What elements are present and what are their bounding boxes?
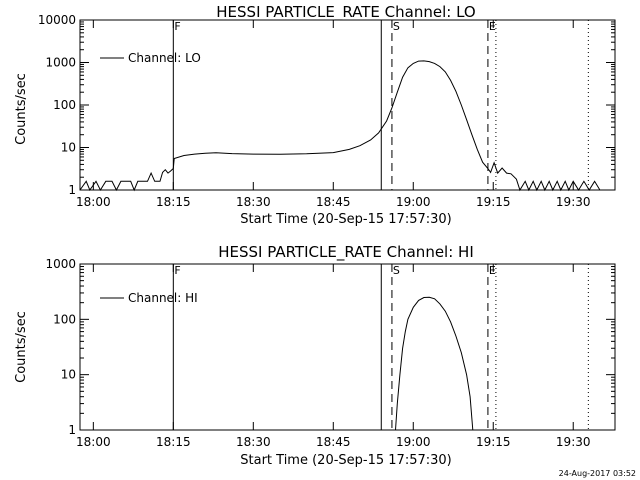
- y-tick-label: 100: [53, 312, 76, 326]
- x-tick-label: 18:15: [156, 435, 191, 449]
- series-line: [395, 296, 474, 431]
- plot-frame: [79, 263, 616, 431]
- marker-label: S: [393, 20, 400, 33]
- x-tick-label: 18:30: [236, 195, 271, 209]
- y-tick-label: 10: [61, 368, 76, 382]
- marker-label: S: [393, 264, 400, 277]
- y-axis-label: Counts/sec: [14, 73, 29, 145]
- chart-title: HESSI PARTICLE_RATE Channel: HI: [218, 243, 474, 262]
- x-tick-label: 18:15: [156, 195, 191, 209]
- data-series: [395, 296, 474, 431]
- x-axis-label: Start Time (20-Sep-15 17:57:30): [240, 453, 451, 468]
- panel-lo: HESSI PARTICLE_RATE Channel: LO Counts/s…: [14, 3, 616, 227]
- legend: Channel: LO: [100, 51, 201, 65]
- x-tick-label: 19:00: [396, 435, 431, 449]
- x-tick-label: 18:30: [236, 435, 271, 449]
- y-tick-label: 10: [61, 141, 76, 155]
- chart-title: HESSI PARTICLE_RATE Channel: LO: [216, 3, 475, 22]
- plot-frame: [79, 19, 616, 191]
- series-line: [79, 60, 601, 192]
- marker-label: E: [489, 264, 496, 277]
- legend: Channel: HI: [100, 291, 198, 305]
- y-tick-label: 1000: [45, 56, 76, 70]
- legend-label: Channel: HI: [128, 291, 198, 305]
- x-tick-label: 18:00: [76, 435, 111, 449]
- data-series: [79, 60, 601, 192]
- y-tick-label: 1: [68, 423, 76, 437]
- footer-timestamp: 24-Aug-2017 03:52: [559, 469, 636, 478]
- axis-ticks: 18:00 18:15 18:30 18:45 19:00 19:15 19:30 1 10 10…: [45, 257, 615, 449]
- y-tick-label: 100: [53, 98, 76, 112]
- x-tick-label: 19:30: [556, 435, 591, 449]
- x-tick-label: 19:15: [476, 195, 511, 209]
- y-tick-label: 1: [68, 183, 76, 197]
- marker-label: F: [174, 264, 180, 277]
- x-tick-label: 18:45: [316, 435, 351, 449]
- y-tick-label: 10000: [38, 13, 76, 27]
- x-tick-label: 18:45: [316, 195, 351, 209]
- legend-label: Channel: LO: [128, 51, 201, 65]
- y-axis-label: Counts/sec: [14, 311, 29, 383]
- x-tick-label: 19:00: [396, 195, 431, 209]
- x-axis-label: Start Time (20-Sep-15 17:57:30): [240, 212, 451, 227]
- marker-label: E: [489, 20, 496, 33]
- marker-label: F: [174, 20, 180, 33]
- x-tick-label: 18:00: [76, 195, 111, 209]
- y-tick-label: 1000: [45, 257, 76, 271]
- x-tick-label: 19:15: [476, 435, 511, 449]
- axis-ticks: 18:00 18:15 18:30 18:45 19:00 19:15 19:30 1 10 10…: [38, 13, 615, 209]
- panel-hi: HESSI PARTICLE_RATE Channel: HI Counts/s…: [14, 243, 616, 468]
- x-tick-label: 19:30: [556, 195, 591, 209]
